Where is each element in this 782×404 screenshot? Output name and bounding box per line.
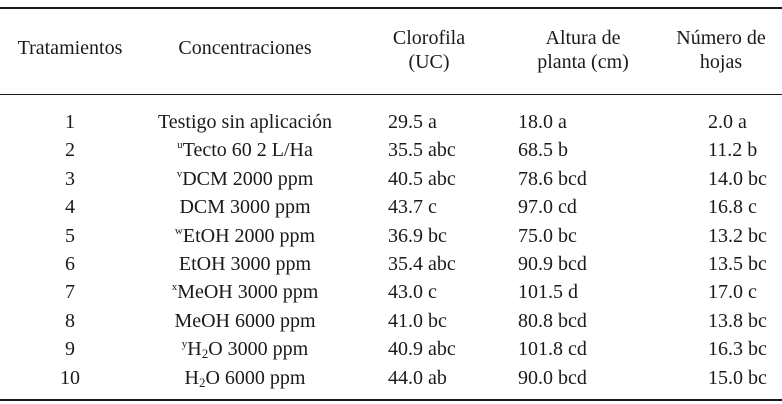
hojas-value: 16.8 c bbox=[708, 196, 757, 218]
tratamiento-number: 10 bbox=[60, 367, 80, 389]
concentracion-cell: EtOH 3000 ppm bbox=[140, 251, 350, 277]
concentracion-text: DCM 3000 ppm bbox=[179, 196, 311, 218]
clorofila-value: 44.0 ab bbox=[388, 367, 447, 389]
concentracion-text: MeOH 3000 ppm bbox=[177, 281, 319, 303]
concentracion-text-suffix: O 3000 ppm bbox=[208, 338, 309, 360]
table-bottom-rule bbox=[0, 399, 782, 401]
concentracion-text: H bbox=[184, 367, 199, 389]
altura-value: 90.9 bcd bbox=[518, 253, 587, 275]
tratamiento-number: 8 bbox=[65, 310, 75, 332]
clorofila-value: 43.7 c bbox=[388, 196, 437, 218]
subscript: 2 bbox=[201, 346, 209, 361]
header-numero-line1: Número de bbox=[676, 27, 766, 49]
altura-value: 18.0 a bbox=[518, 111, 567, 133]
tratamiento-number: 5 bbox=[65, 225, 75, 247]
subscript: 2 bbox=[198, 375, 206, 390]
tratamiento-number: 7 bbox=[65, 281, 75, 303]
concentracion-cell: uTecto 60 2 L/Ha bbox=[140, 137, 350, 163]
concentracion-cell: xMeOH 3000 ppm bbox=[140, 279, 350, 305]
concentracion-text-suffix: O 6000 ppm bbox=[205, 367, 306, 389]
concentracion-text: EtOH 3000 ppm bbox=[178, 253, 312, 275]
tratamiento-number: 6 bbox=[65, 253, 75, 275]
hojas-value: 17.0 c bbox=[708, 281, 757, 303]
hojas-value: 16.3 bc bbox=[708, 338, 767, 360]
header-clorofila-line2: (UC) bbox=[408, 51, 450, 73]
concentracion-cell: Testigo sin aplicación bbox=[140, 109, 350, 135]
footnote-marker: y bbox=[181, 338, 188, 350]
altura-value: 68.5 b bbox=[518, 139, 568, 161]
header-altura-line1: Altura de bbox=[545, 27, 621, 49]
concentracion-cell: wEtOH 2000 ppm bbox=[140, 223, 350, 249]
clorofila-value: 41.0 bc bbox=[388, 310, 447, 332]
hojas-value: 11.2 b bbox=[708, 139, 758, 161]
header-altura-line2: planta (cm) bbox=[537, 51, 629, 73]
footnote-marker: u bbox=[177, 139, 183, 151]
clorofila-value: 35.5 abc bbox=[388, 139, 456, 161]
concentracion-text: DCM 2000 ppm bbox=[182, 168, 314, 190]
concentracion-text: Tecto 60 2 L/Ha bbox=[182, 139, 313, 161]
footnote-marker: w bbox=[174, 225, 183, 237]
clorofila-value: 40.9 abc bbox=[388, 338, 456, 360]
tratamiento-number: 3 bbox=[65, 168, 75, 190]
altura-value: 80.8 bcd bbox=[518, 310, 587, 332]
concentracion-cell: DCM 3000 ppm bbox=[140, 194, 350, 220]
clorofila-value: 43.0 c bbox=[388, 281, 437, 303]
altura-value: 90.0 bcd bbox=[518, 367, 587, 389]
concentracion-text: EtOH 2000 ppm bbox=[182, 225, 316, 247]
hojas-value: 13.8 bc bbox=[708, 310, 767, 332]
hojas-value: 2.0 a bbox=[708, 111, 747, 133]
clorofila-value: 36.9 bc bbox=[388, 225, 447, 247]
tratamiento-number: 1 bbox=[65, 111, 75, 133]
tratamiento-number: 2 bbox=[65, 139, 75, 161]
table-top-rule bbox=[0, 7, 782, 9]
altura-value: 75.0 bc bbox=[518, 225, 577, 247]
concentracion-text: Testigo sin aplicación bbox=[157, 111, 333, 133]
altura-value: 78.6 bcd bbox=[518, 168, 587, 190]
footnote-marker: v bbox=[176, 168, 183, 180]
concentracion-cell: H2O 6000 ppm bbox=[140, 365, 350, 391]
hojas-value: 13.5 bc bbox=[708, 253, 767, 275]
header-concentraciones: Concentraciones bbox=[178, 37, 312, 59]
hojas-value: 13.2 bc bbox=[708, 225, 767, 247]
clorofila-value: 35.4 abc bbox=[388, 253, 456, 275]
footnote-marker: x bbox=[171, 281, 178, 293]
header-numero-line2: hojas bbox=[699, 51, 743, 73]
concentracion-text: H bbox=[187, 338, 202, 360]
concentracion-cell: yH2O 3000 ppm bbox=[140, 336, 350, 362]
header-clorofila-line1: Clorofila bbox=[392, 27, 466, 49]
clorofila-value: 29.5 a bbox=[388, 111, 437, 133]
hojas-value: 14.0 bc bbox=[708, 168, 767, 190]
hojas-value: 15.0 bc bbox=[708, 367, 767, 389]
altura-value: 97.0 cd bbox=[518, 196, 577, 218]
altura-value: 101.8 cd bbox=[518, 338, 587, 360]
tratamiento-number: 4 bbox=[65, 196, 75, 218]
concentracion-text: MeOH 6000 ppm bbox=[174, 310, 316, 332]
altura-value: 101.5 d bbox=[518, 281, 578, 303]
clorofila-value: 40.5 abc bbox=[388, 168, 456, 190]
table-header-rule bbox=[0, 94, 782, 95]
tratamiento-number: 9 bbox=[65, 338, 75, 360]
header-tratamientos: Tratamientos bbox=[17, 37, 123, 59]
concentracion-cell: MeOH 6000 ppm bbox=[140, 308, 350, 334]
concentracion-cell: vDCM 2000 ppm bbox=[140, 166, 350, 192]
